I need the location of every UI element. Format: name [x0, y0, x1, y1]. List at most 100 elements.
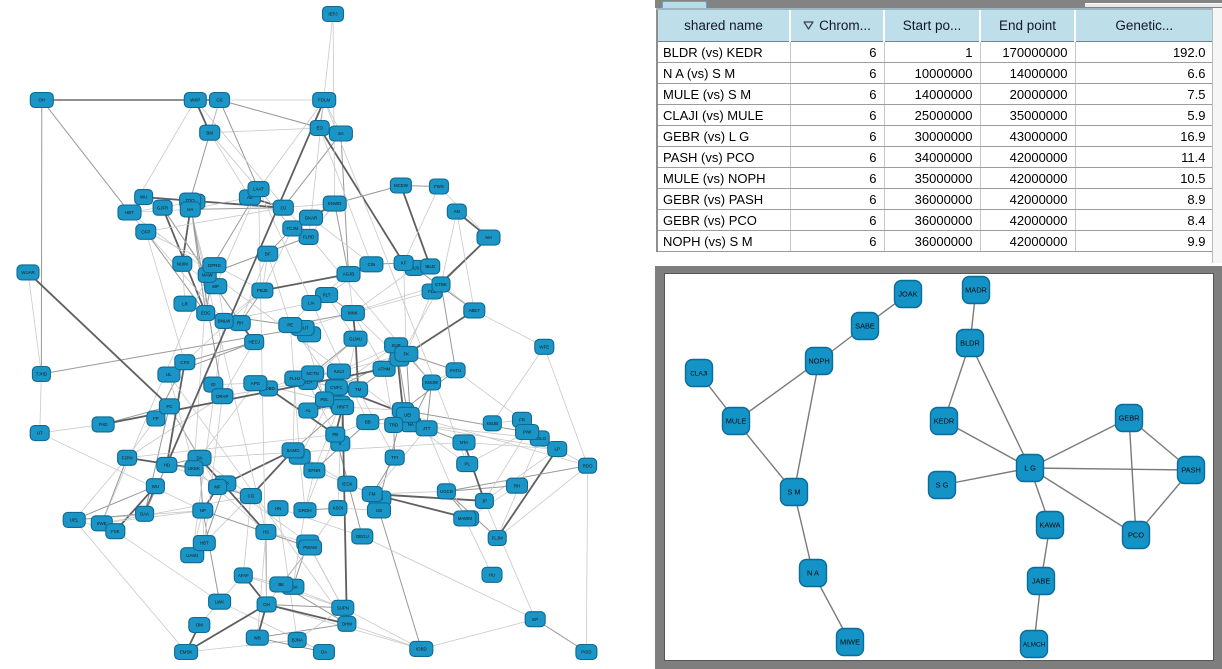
network-node[interactable]: NCTN — [301, 365, 325, 382]
network-node[interactable]: KMJB — [482, 415, 502, 432]
network-node[interactable]: PWAM — [297, 539, 323, 556]
network-node[interactable]: OM — [188, 616, 211, 634]
network-node[interactable]: NH — [476, 229, 501, 246]
column-header-shared-name[interactable]: shared name — [656, 8, 790, 42]
network-node[interactable]: FC — [158, 398, 180, 415]
table-row[interactable]: GEBR (vs) PCO 6 36000000 42000000 8.4 — [656, 209, 1214, 231]
network-node[interactable]: US — [366, 502, 392, 519]
network-node[interactable]: DA — [312, 643, 336, 661]
network-node[interactable]: HA — [179, 201, 201, 218]
node-mule[interactable]: MULE — [721, 406, 751, 436]
column-header-start-po[interactable]: Start po... — [883, 8, 980, 42]
network-node[interactable]: BNLW — [214, 312, 234, 329]
node-gebr[interactable]: GEBR — [1114, 403, 1144, 433]
network-node[interactable]: TRD — [384, 416, 404, 433]
network-node[interactable]: WFE — [534, 338, 555, 355]
node-s-g[interactable]: S G — [927, 470, 957, 500]
network-node[interactable]: DAA — [135, 505, 155, 522]
network-node[interactable]: TJHD — [31, 365, 51, 383]
node-miwe[interactable]: MIWE — [835, 627, 865, 657]
network-node[interactable]: BB — [356, 414, 380, 431]
network-node[interactable]: NP — [192, 502, 214, 519]
network-node[interactable]: FLJM — [487, 529, 507, 547]
table-row[interactable]: MULE (vs) NOPH 6 35000000 42000000 10.5 — [656, 167, 1214, 189]
network-node[interactable]: GKAR — [298, 209, 324, 226]
network-node[interactable]: AFAF — [233, 567, 253, 584]
network-node[interactable]: EMSK — [174, 643, 199, 661]
network-node[interactable]: TFI — [384, 449, 405, 466]
node-claji[interactable]: CLAJI — [684, 358, 714, 388]
network-node[interactable]: NTA — [452, 434, 476, 451]
network-node[interactable]: FP — [146, 410, 166, 427]
network-node[interactable]: HRFT — [331, 399, 355, 416]
network-node[interactable]: OH — [256, 596, 277, 613]
table-row[interactable]: PASH (vs) PCO 6 34000000 42000000 11.4 — [656, 146, 1214, 168]
clipped-toolbar-button[interactable] — [662, 1, 707, 9]
network-node[interactable]: HS — [255, 523, 277, 541]
network-node[interactable]: PISD — [575, 643, 598, 661]
network-node[interactable]: DPRD — [202, 257, 227, 274]
network-node[interactable]: UGCB — [436, 483, 456, 500]
node-s-m[interactable]: S M — [779, 477, 809, 507]
network-node[interactable]: BJNA — [287, 631, 307, 649]
network-node[interactable]: ABET — [463, 302, 486, 319]
network-node[interactable]: LR — [173, 295, 197, 312]
network-node[interactable]: FJPN — [117, 449, 138, 466]
network-node[interactable]: FLRD — [298, 228, 319, 245]
network-node[interactable]: AL — [298, 402, 319, 419]
node-l-g[interactable]: L G — [1015, 453, 1045, 483]
network-node[interactable]: DRAP — [211, 388, 234, 405]
network-node[interactable]: EP — [524, 611, 546, 628]
network-node[interactable]: OH — [29, 91, 54, 109]
network-node[interactable]: CFS — [174, 354, 196, 371]
network-node[interactable]: UEL — [62, 511, 86, 528]
network-node[interactable]: HU — [481, 566, 503, 583]
network-node[interactable]: UT — [29, 425, 50, 442]
network-node[interactable]: RDO — [578, 457, 598, 474]
table-scrollbar-track[interactable] — [1212, 8, 1222, 263]
network-node[interactable]: RH — [505, 477, 529, 494]
network-node[interactable]: BAMO — [281, 442, 305, 459]
network-node[interactable]: IOBD — [409, 640, 434, 657]
table-row[interactable]: N A (vs) S M 6 10000000 14000000 6.6 — [656, 62, 1214, 84]
network-node[interactable]: NUIM — [172, 255, 193, 272]
network-node[interactable]: WU — [134, 189, 154, 206]
subnetwork-graph[interactable]: JOAK MADR SABE BLDR NOPH CLAJI GEBR KEDR MULE L G… — [665, 274, 1213, 660]
network-node[interactable]: FK — [394, 345, 419, 362]
network-node[interactable]: FWS — [428, 178, 450, 195]
network-node[interactable]: FATU — [445, 362, 466, 379]
node-kedr[interactable]: KEDR — [929, 406, 959, 436]
network-node[interactable]: UAMJ — [180, 547, 205, 564]
network-node[interactable]: SA — [328, 125, 353, 142]
network-node[interactable]: HN — [267, 500, 289, 517]
node-almch[interactable]: ALMCH — [1019, 629, 1049, 659]
network-node[interactable]: CO — [239, 488, 262, 505]
network-node[interactable]: LIA — [301, 294, 322, 312]
network-node[interactable]: SUPN — [331, 599, 355, 616]
network-node[interactable]: UKEK — [184, 460, 204, 477]
column-header-end-point[interactable]: End point — [979, 8, 1075, 42]
network-node[interactable]: IEPJ — [321, 5, 345, 23]
network-node[interactable]: GJFR — [152, 199, 173, 216]
network-node[interactable]: KMJW — [421, 374, 442, 391]
network-node[interactable]: MCEW — [389, 177, 412, 194]
table-row[interactable]: GEBR (vs) L G 6 30000000 43000000 16.9 — [656, 125, 1214, 147]
network-node[interactable]: KF — [393, 254, 414, 272]
network-node[interactable]: PB — [325, 426, 346, 443]
network-node[interactable]: PAD — [91, 416, 115, 433]
network-node[interactable]: UL — [157, 366, 181, 383]
network-node[interactable]: JP — [474, 492, 494, 509]
network-node[interactable]: GROH — [293, 502, 317, 519]
network-node[interactable]: PIW — [515, 423, 540, 441]
network-node[interactable]: FM — [361, 485, 383, 503]
network-node[interactable]: HECJ — [244, 334, 265, 351]
main-network-graph[interactable]: WFEGLMUFPIUUJGOIECKRFNAFCWUJPOJPADNHULBB… — [0, 0, 648, 669]
network-node[interactable]: PE — [278, 317, 303, 334]
network-node[interactable]: OJ — [272, 199, 294, 216]
network-node[interactable]: PEL — [314, 391, 335, 408]
network-node[interactable]: PBJE — [251, 282, 274, 299]
network-node[interactable]: WB — [245, 629, 269, 646]
table-row[interactable]: MULE (vs) S M 6 14000000 20000000 7.5 — [656, 83, 1214, 105]
network-node[interactable]: TM — [348, 381, 369, 398]
network-node[interactable]: LAAT — [247, 181, 270, 198]
